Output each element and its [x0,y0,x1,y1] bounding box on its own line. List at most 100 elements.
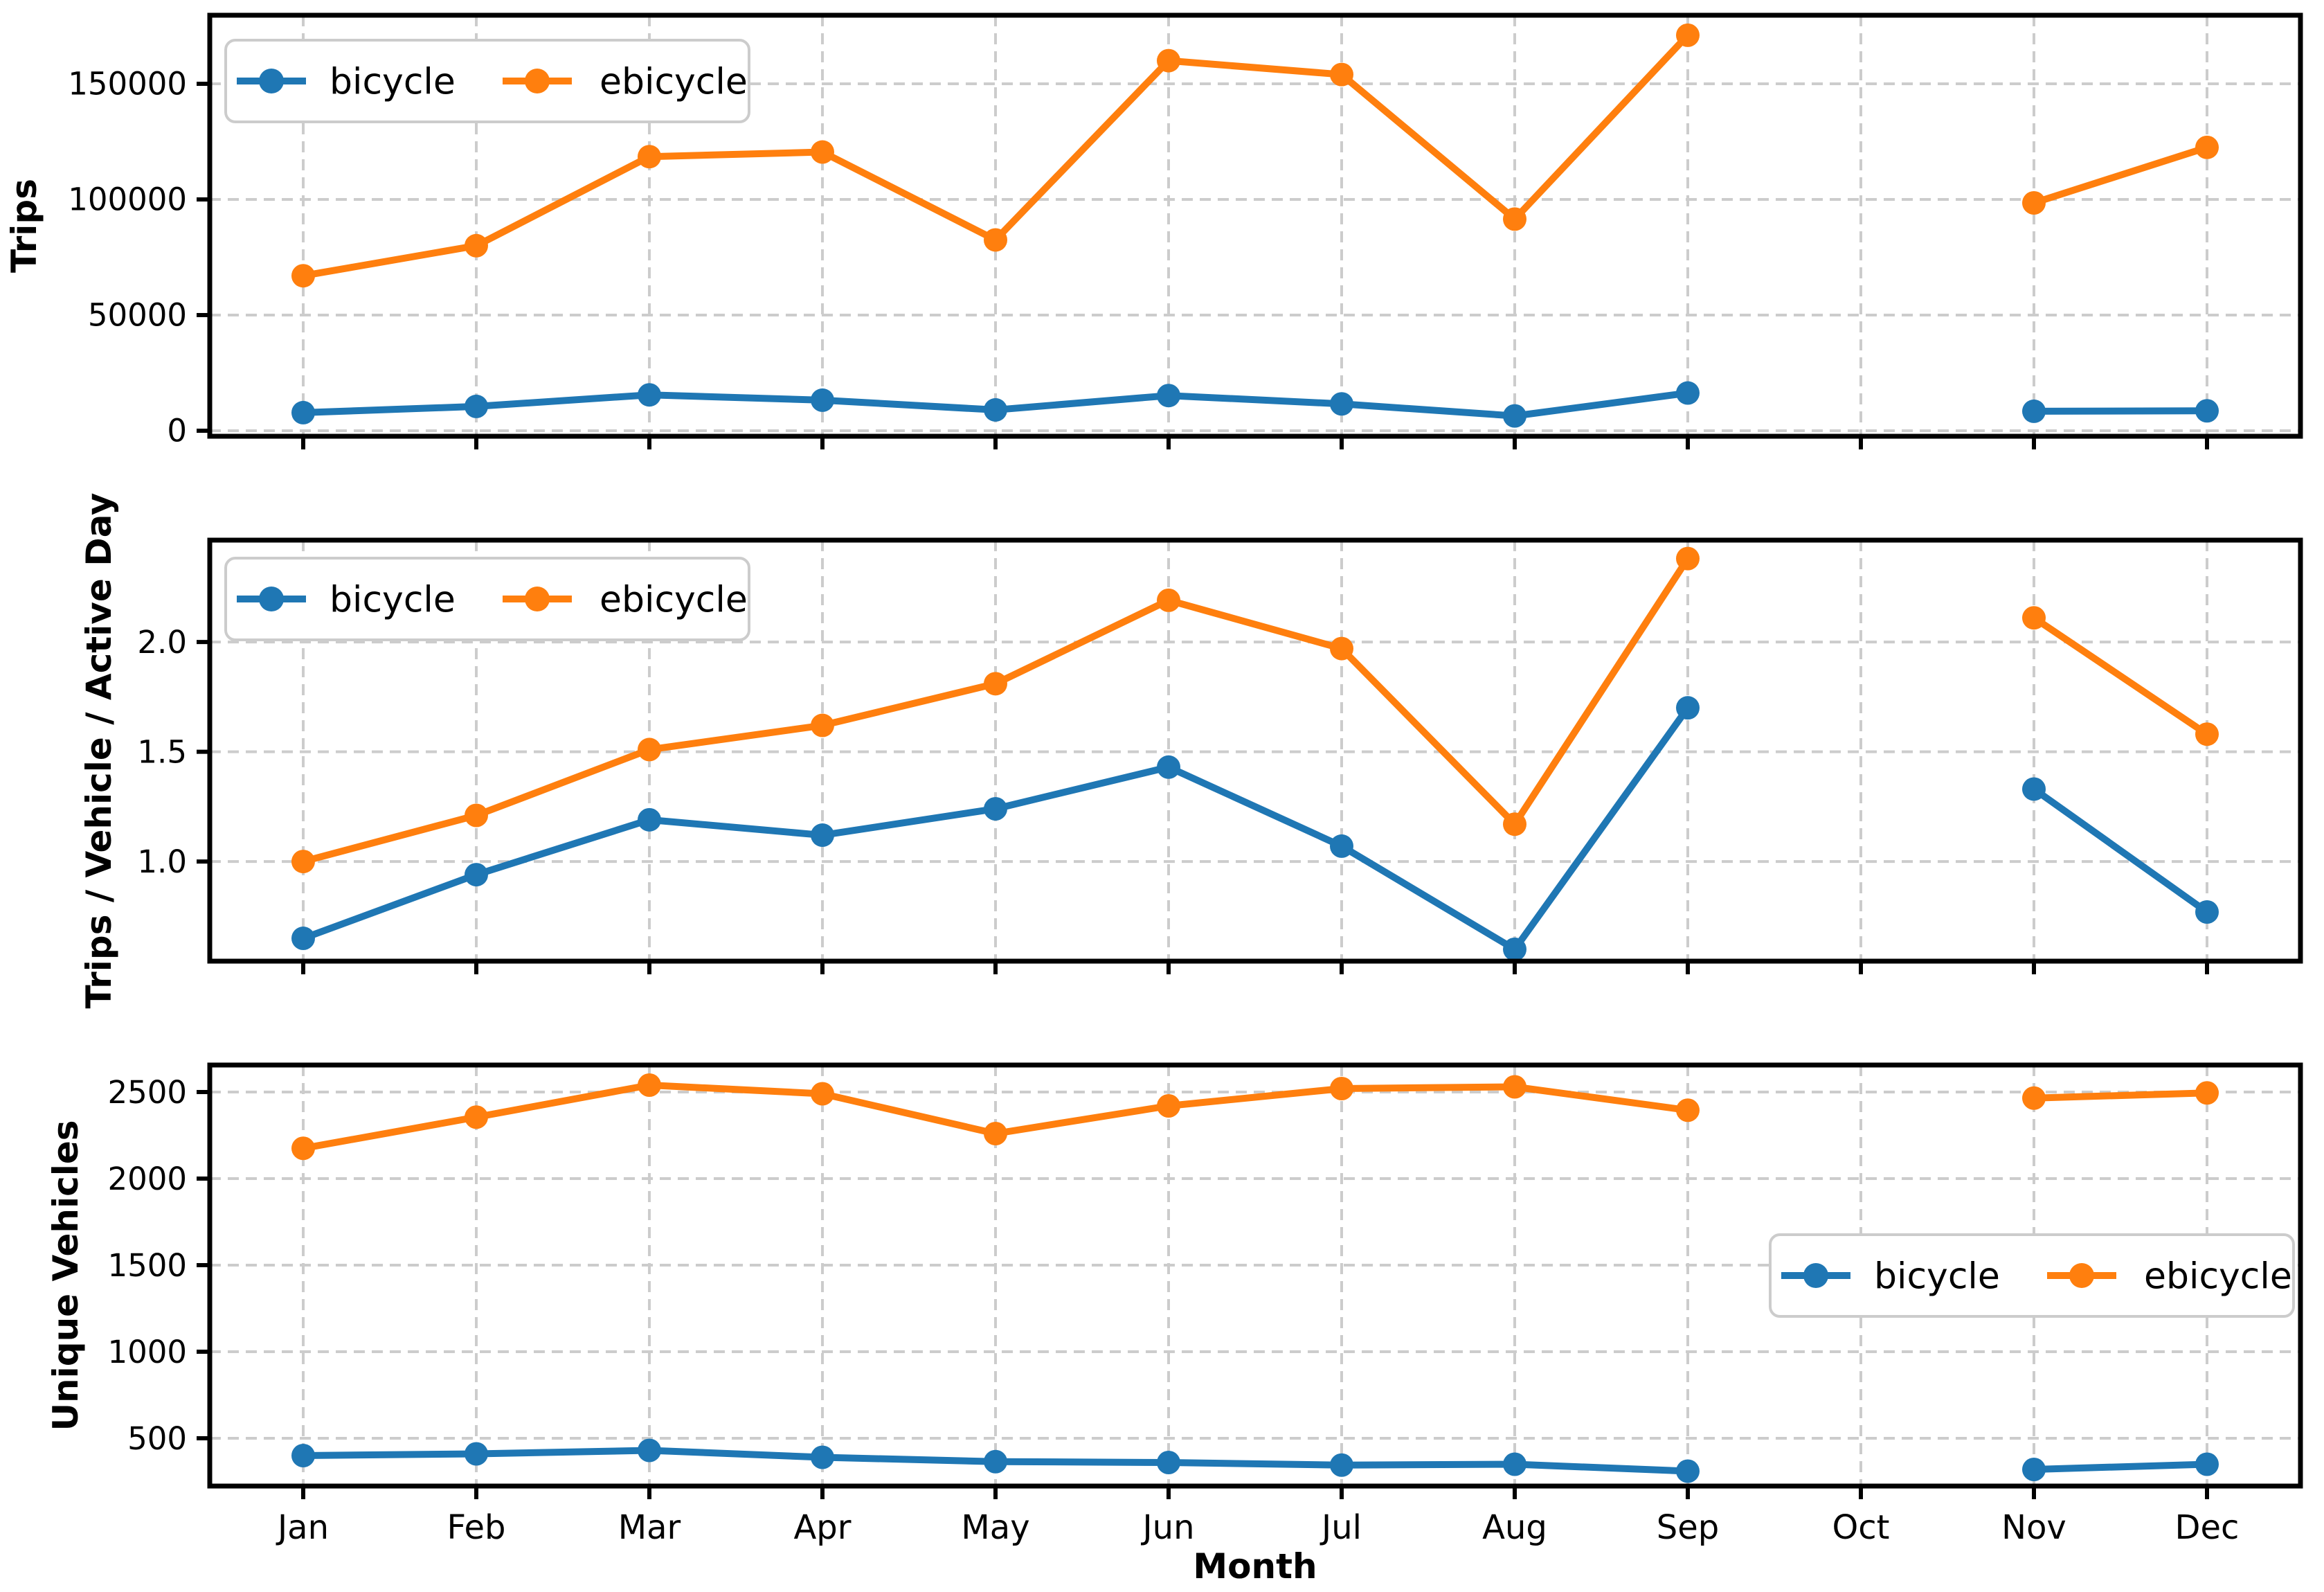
ebicycle-marker [291,1136,315,1161]
month-tick-label: Aug [1482,1508,1547,1547]
panel-unique-vehicles: 500 1000 1500 2000 2500 Unique Vehicles bicycl… [46,1062,2303,1499]
month-tick-label: Apr [793,1508,851,1547]
month-tick-label: Jan [276,1508,329,1547]
ebicycle-marker [2022,606,2046,630]
ebicycle-marker [1676,23,1700,47]
month-tick-label: Feb [447,1508,506,1547]
bicycle-marker [984,1449,1007,1474]
bicycle-marker [811,823,834,848]
ebicycle-marker [1503,207,1526,231]
ebicycle-marker [465,1105,488,1129]
y-tick-label: 2.0 [137,624,187,661]
month-tick-label: May [961,1508,1029,1547]
legend-box [1769,1233,2295,1318]
bicycle-marker [1157,755,1180,779]
bicycle-marker [811,388,834,412]
bicycle-marker [1157,384,1180,408]
legend-marker [525,587,550,611]
x-axis [301,436,2209,449]
bicycle-marker [984,397,1007,422]
bicycle-marker [465,863,488,887]
ebicycle-marker [1503,812,1526,837]
legend: bicycle ebicycle [1769,1233,2295,1318]
legend-label: bicycle [330,62,456,103]
bicycle-series [291,381,2219,428]
x-axis [301,961,2209,974]
ebicycle-marker [1157,48,1180,73]
y-tick-label: 2500 [107,1074,187,1111]
y-axis-label: Unique Vehicles [46,1120,86,1431]
bicycle-marker [984,797,1007,821]
month-tick-label: Jun [1141,1508,1195,1547]
bicycle-series [291,696,2219,961]
bicycle-marker [2022,399,2046,423]
bicycle-marker [1503,1452,1526,1476]
y-tick-label: 1500 [107,1247,187,1284]
y-tick-label: 0 [167,413,187,449]
bicycle-line [2030,1460,2210,1473]
legend-marker [2069,1263,2094,1288]
month-tick-label: Jul [1319,1508,1362,1547]
bicycle-marker [465,1442,488,1466]
ebicycle-line [2030,143,2210,207]
bicycle-marker [291,927,315,951]
bicycle-marker [1676,696,1700,720]
ebicycle-marker [1330,636,1353,661]
ebicycle-marker [2195,135,2219,159]
y-tick-label: 500 [127,1420,187,1457]
bicycle-marker [1330,834,1353,858]
y-tick-label: 1000 [107,1334,187,1370]
ebicycle-marker [638,1073,661,1097]
legend-label: ebicycle [2144,1256,2292,1298]
y-axis: 1.0 1.5 2.0 [137,624,210,880]
legend-marker [1803,1263,1828,1288]
bicycle-series [291,1438,2219,1483]
y-axis-label: Trips / Vehicle / Active Day [79,493,119,1009]
bicycle-marker [465,394,488,418]
bicycle-marker [2195,1452,2219,1476]
ebicycle-marker [638,145,661,169]
ebicycle-marker [465,803,488,828]
y-tick-label: 1.0 [137,843,187,880]
month-tick-label: Sep [1657,1508,1719,1547]
ebicycle-marker [1330,62,1353,87]
ebicycle-marker [984,672,1007,696]
ebicycle-marker [811,140,834,164]
axes-spines [207,1062,2303,1489]
y-axis: 500 1000 1500 2000 2500 [107,1074,210,1457]
bicycle-marker [1330,392,1353,416]
month-tick-label: Oct [1832,1508,1890,1547]
legend-label: bicycle [330,580,456,621]
ebicycle-marker [984,228,1007,252]
month-tick-label: Dec [2175,1508,2240,1547]
bicycle-marker [291,400,315,424]
ebicycle-marker [2022,191,2046,215]
legend-box [224,557,750,641]
ebicycle-marker [638,737,661,762]
legend: bicycle ebicycle [224,39,750,123]
bicycle-marker [1676,381,1700,405]
x-axis-label: Month [1193,1546,1317,1586]
panel-trips: 0 50000 100000 150000 Trips bicycle ebicycle [4,12,2303,449]
legend-marker [259,587,284,611]
ebicycle-marker [1676,1098,1700,1123]
panel-trips-vehicle-active-day: 1.0 1.5 2.0 Trips / Vehicle / Active Day bic… [79,493,2303,1009]
legend-marker [259,69,284,93]
ebicycle-line [2030,1089,2210,1102]
bicycle-marker [1330,1453,1353,1477]
ebicycle-marker [984,1122,1007,1145]
bicycle-marker [1157,1451,1180,1474]
legend-label: bicycle [1874,1256,2000,1298]
ebicycle-series [291,23,2219,288]
y-tick-label: 2000 [107,1161,187,1197]
ebicycle-series [291,546,2219,874]
bicycle-marker [291,1444,315,1467]
grid [210,1065,2300,1486]
bicycle-marker [638,1438,661,1463]
ebicycle-marker [2022,1086,2046,1110]
x-axis [301,1486,2209,1499]
month-tick-label: Mar [618,1508,681,1547]
grid [210,540,2300,961]
